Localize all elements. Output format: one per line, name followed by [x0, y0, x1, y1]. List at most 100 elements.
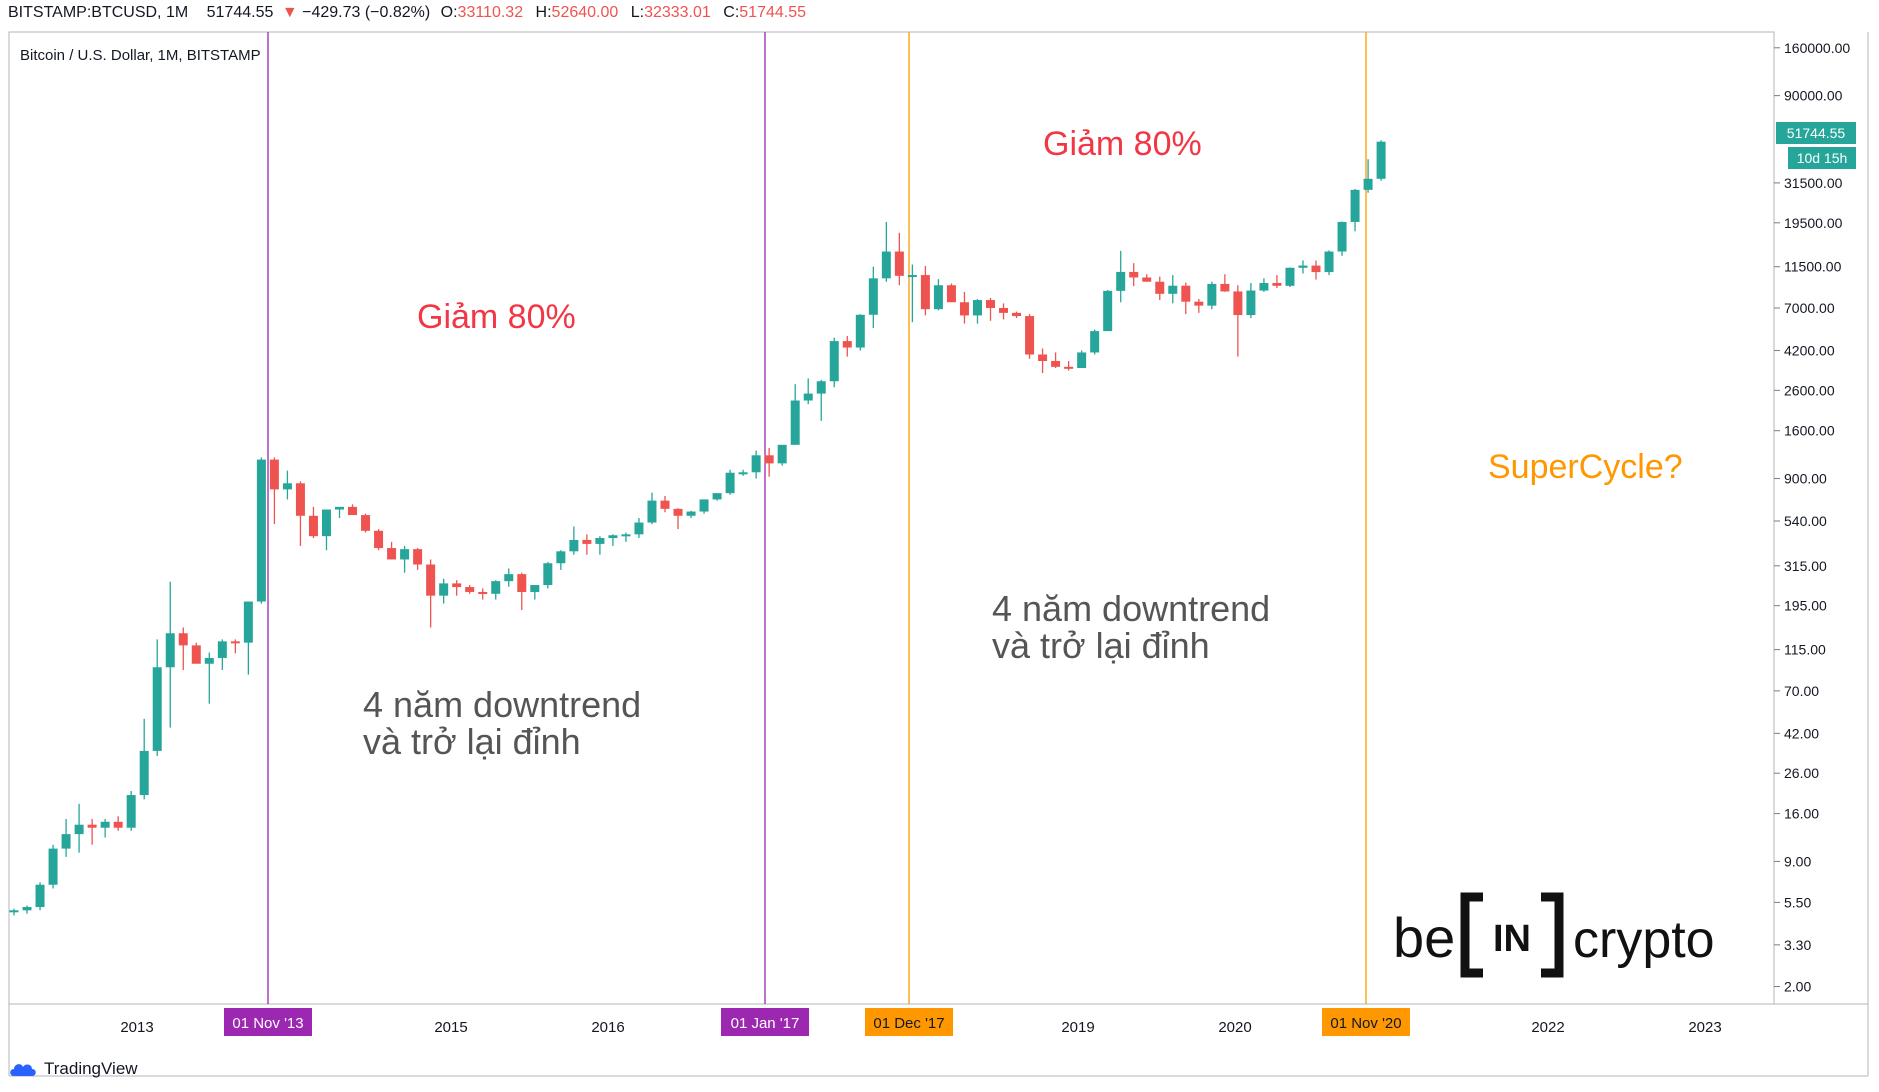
- candle-body: [282, 483, 292, 490]
- tradingview-cloud-icon: [10, 1064, 36, 1076]
- change-value: −429.73 (−0.82%): [302, 4, 431, 21]
- y-tick-label: 5.50: [1784, 894, 1811, 910]
- cycle-lines: [267, 32, 1367, 1004]
- candle-body: [1025, 316, 1035, 355]
- candle-body: [1103, 290, 1113, 332]
- candle-body: [855, 314, 865, 348]
- candle-body: [647, 500, 657, 523]
- y-tick-label: 115.00: [1784, 642, 1826, 658]
- candle-body: [1285, 267, 1295, 286]
- y-tick-label: 7000.00: [1784, 300, 1835, 316]
- candle-body: [1324, 251, 1334, 273]
- x-tick-label: 2016: [591, 1019, 624, 1036]
- candle-body: [1168, 285, 1178, 294]
- candle-body: [100, 821, 110, 828]
- candle-body: [790, 400, 800, 445]
- y-tick-label: 1600.00: [1784, 423, 1835, 439]
- annotation-recover-1-line1: 4 năm downtrend: [363, 684, 641, 725]
- candle-body: [204, 657, 214, 664]
- candle-body: [1207, 283, 1217, 306]
- candle-body: [178, 633, 188, 646]
- candle-body: [582, 539, 592, 544]
- y-tick-label: 11500.00: [1784, 259, 1842, 275]
- candle-body: [1051, 360, 1061, 367]
- y-tick-label: 160000.00: [1784, 40, 1850, 56]
- close-value: 51744.55: [739, 4, 806, 21]
- annotation-supercycle: SuperCycle?: [1488, 448, 1683, 486]
- tradingview-footer[interactable]: TradingView: [8, 1057, 138, 1081]
- candle-body: [426, 564, 436, 596]
- candle-body: [9, 910, 19, 913]
- y-tick-label: 2.00: [1784, 978, 1811, 994]
- logo-text-be: be: [1393, 906, 1455, 969]
- time-axis[interactable]: 2013 2015 2016 2019 2020 2022 2023 01 Nov '13 01…: [120, 1008, 1722, 1036]
- candle-body: [556, 551, 566, 564]
- y-tick-label: 26.00: [1784, 765, 1819, 781]
- candle-body: [1311, 265, 1321, 273]
- high-label: H:: [535, 4, 552, 21]
- candle-body: [1077, 352, 1087, 369]
- candle-body: [1038, 354, 1048, 361]
- y-tick-label: 70.00: [1784, 683, 1819, 699]
- x-tick-label: 2020: [1218, 1019, 1251, 1036]
- candle-body: [191, 645, 201, 664]
- candle-body: [400, 549, 410, 560]
- candle-body: [1129, 271, 1139, 278]
- candle-body: [374, 530, 384, 549]
- logo-text-crypto: crypto: [1573, 911, 1715, 969]
- candle-body: [972, 300, 982, 316]
- candle-body: [1012, 312, 1022, 317]
- candles: [9, 140, 1386, 916]
- change-arrow-icon: ▼: [281, 4, 298, 21]
- candle-body: [686, 511, 696, 516]
- y-tick-label: 195.00: [1784, 598, 1827, 614]
- y-tick-label: 315.00: [1784, 558, 1827, 574]
- y-tick-label: 540.00: [1784, 513, 1827, 529]
- cycle-marker: [224, 1008, 312, 1036]
- candle-body: [829, 341, 839, 382]
- cycle-marker: [1322, 1008, 1410, 1036]
- symbol-header: BITSTAMP:BTCUSD, 1M 51744.55 ▼ −429.73 (…: [8, 4, 806, 26]
- candle-body: [933, 285, 943, 310]
- candle-body: [881, 251, 891, 279]
- candle-body: [608, 535, 618, 539]
- candle-body: [113, 821, 123, 828]
- candle-body: [491, 581, 501, 594]
- candle-body: [1233, 291, 1243, 316]
- last-price-badge: [1776, 122, 1856, 144]
- candle-body: [751, 455, 761, 473]
- y-tick-label: 4200.00: [1784, 342, 1835, 358]
- y-tick-label: 31500.00: [1784, 175, 1843, 191]
- x-tick-label: 2022: [1531, 1019, 1564, 1036]
- candle-body: [35, 884, 45, 908]
- low-value: 32333.01: [644, 4, 711, 21]
- candle-body: [230, 641, 240, 644]
- candle-body: [61, 834, 71, 849]
- candle-body: [504, 574, 514, 582]
- candle-body: [738, 472, 748, 475]
- price-axis[interactable]: 160000.00 90000.00 31500.00 19500.00 11500.0…: [1774, 40, 1850, 995]
- candle-body: [478, 591, 488, 594]
- cycle-marker: [865, 1008, 953, 1036]
- cycle-marker-label: 01 Dec '17: [873, 1015, 944, 1032]
- close-label: C:: [723, 4, 740, 21]
- candle-body: [243, 601, 253, 643]
- candle-body: [452, 583, 462, 588]
- candle-body: [1350, 189, 1360, 222]
- candle-body: [764, 455, 774, 464]
- symbol-label[interactable]: BITSTAMP:BTCUSD, 1M: [8, 4, 189, 21]
- annotation-drop-2: Giảm 80%: [1043, 125, 1202, 163]
- candle-body: [413, 549, 423, 565]
- candle-body: [1181, 285, 1191, 302]
- candle-body: [1298, 265, 1308, 268]
- candle-body: [920, 275, 930, 310]
- candle-body: [1090, 331, 1100, 353]
- candle-body: [894, 251, 904, 276]
- candle-body: [165, 633, 175, 668]
- cycle-marker-label: 01 Nov '13: [232, 1015, 303, 1032]
- y-tick-label: 16.00: [1784, 806, 1819, 822]
- candle-body: [842, 341, 852, 348]
- annotation-recover-2-line2: và trở lại đỉnh: [992, 625, 1210, 666]
- high-value: 52640.00: [551, 4, 619, 21]
